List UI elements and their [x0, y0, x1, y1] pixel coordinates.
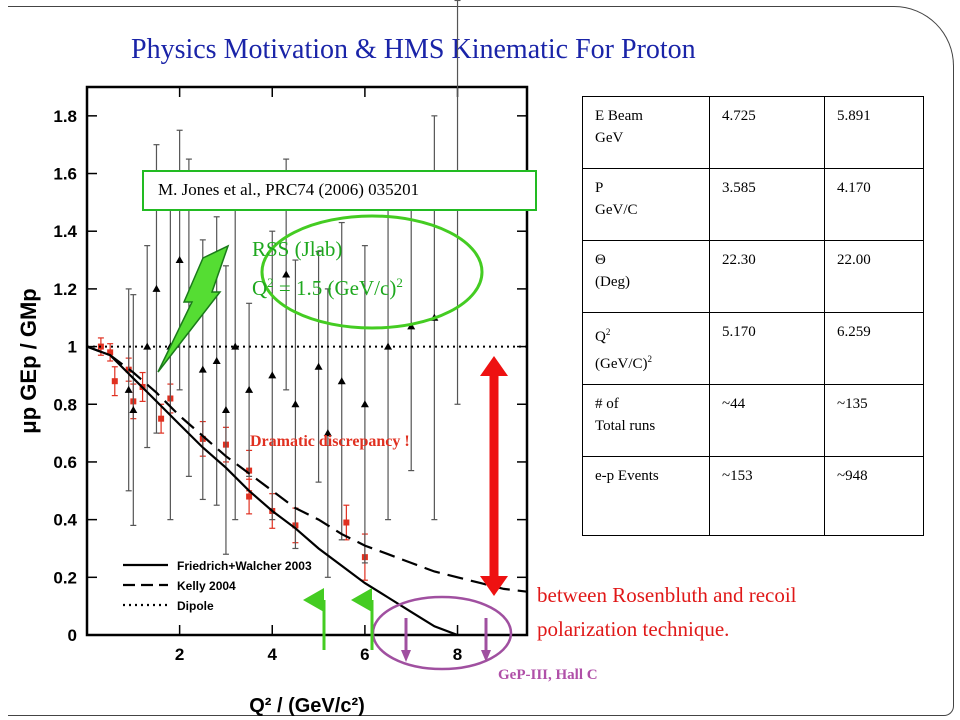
- reference-text: M. Jones et al., PRC74 (2006) 035201: [158, 180, 420, 199]
- recoil-point: [111, 378, 118, 385]
- rosenbluth-point: [337, 377, 346, 385]
- value-cell: 4.725: [709, 96, 825, 169]
- row-label: # of Total runs: [582, 384, 710, 457]
- recoil-point: [158, 415, 165, 422]
- rosenbluth-point: [282, 270, 291, 278]
- y-tick-label: 0.2: [53, 568, 77, 587]
- y-tick-label: 1.8: [53, 107, 77, 126]
- rosenbluth-point: [291, 400, 300, 408]
- gep-label: GeP-III, Hall C: [498, 667, 598, 683]
- table-row: Θ (Deg) 22.30 22.00: [582, 240, 924, 313]
- row-label: E Beam GeV: [582, 96, 710, 169]
- rosenbluth-point: [245, 385, 254, 393]
- row-label: P GeV/C: [582, 168, 710, 241]
- discrepancy-explanation: between Rosenbluth and recoil polarizati…: [537, 578, 797, 646]
- table-row: P GeV/C 3.585 4.170: [582, 168, 924, 241]
- curve-friedrich-walcher-2003: [86, 345, 458, 637]
- y-tick-label: 0.8: [53, 395, 77, 414]
- slide-frame: [8, 6, 954, 716]
- red-arrowhead-up: [480, 356, 508, 376]
- page-title: Physics Motivation & HMS Kinematic For P…: [131, 34, 696, 65]
- row-label: Q2 (GeV/C)2: [582, 312, 710, 385]
- table-row: e-p Events ~153 ~948: [582, 456, 924, 536]
- gep-ellipse: [371, 595, 513, 671]
- kinematics-table: E Beam GeV 4.725 5.891 P GeV/C 3.585 4.170…: [582, 96, 924, 536]
- reference-box: M. Jones et al., PRC74 (2006) 035201: [142, 170, 537, 211]
- value-cell: 22.30: [709, 240, 825, 313]
- plot-frame: [85, 85, 529, 637]
- row-label: e-p Events: [582, 456, 710, 536]
- curve-kelly-2004: [86, 345, 528, 593]
- table-row: # of Total runs ~44 ~135: [582, 384, 924, 457]
- y-tick-label: 0.4: [53, 511, 77, 530]
- discrepancy-label: Dramatic discrepancy !: [250, 433, 410, 450]
- rosenbluth-point: [152, 284, 161, 292]
- value-cell: 6.259: [824, 312, 924, 385]
- value-cell: 4.170: [824, 168, 924, 241]
- value-cell: 5.891: [824, 96, 924, 169]
- rss-annotation: RSS (Jlab) Q2 = 1.5 (GeV/c)2: [252, 232, 403, 305]
- rosenbluth-point: [268, 371, 277, 379]
- explanation-line1: between Rosenbluth and recoil: [537, 583, 797, 607]
- value-cell: ~948: [824, 456, 924, 536]
- y-tick-label: 1.6: [53, 165, 77, 184]
- y-tick-label: 0.6: [53, 453, 77, 472]
- value-cell: ~135: [824, 384, 924, 457]
- y-tick-label: 1.2: [53, 280, 77, 299]
- row-label: Θ (Deg): [582, 240, 710, 313]
- rosenbluth-point: [129, 406, 138, 414]
- legend-label: Dipole: [177, 599, 214, 613]
- y-tick-label: 1: [68, 338, 77, 357]
- rosenbluth-point: [175, 256, 184, 264]
- purple-arrowhead: [481, 650, 491, 662]
- recoil-point: [246, 493, 253, 500]
- table-row: Q2 (GeV/C)2 5.170 6.259: [582, 312, 924, 385]
- rss-line2: Q2 = 1.5 (GeV/c)2: [252, 275, 403, 300]
- purple-arrowhead: [401, 650, 411, 662]
- y-axis-label: μp GEp / GMp: [16, 288, 41, 433]
- explanation-line2: polarization technique.: [537, 617, 730, 641]
- rosenbluth-point: [231, 342, 240, 350]
- x-tick-label: 6: [360, 645, 369, 664]
- legend-label: Kelly 2004: [177, 579, 236, 593]
- rosenbluth-point: [124, 385, 133, 393]
- rosenbluth-point: [314, 362, 323, 370]
- x-tick-label: 8: [453, 645, 462, 664]
- recoil-point: [343, 519, 350, 526]
- y-tick-label: 0: [68, 626, 77, 645]
- value-cell: ~44: [709, 384, 825, 457]
- value-cell: 3.585: [709, 168, 825, 241]
- recoil-point: [107, 349, 114, 356]
- ratio-chart: 0 0.2 0.4 0.6 0.8 1 1.2 1.4 1.6 1.8 2 4 6 8 Q² / (GeV/…: [16, 0, 529, 717]
- x-axis-label: Q² / (GeV/c²): [249, 695, 365, 717]
- rss-ellipse: [260, 214, 484, 330]
- value-cell: 5.170: [709, 312, 825, 385]
- value-cell: 22.00: [824, 240, 924, 313]
- red-arrowhead-down: [480, 576, 508, 596]
- rosenbluth-point: [221, 406, 230, 414]
- rosenbluth-point: [212, 357, 221, 364]
- y-tick-label: 1.4: [53, 222, 77, 241]
- rosenbluth-point: [198, 365, 207, 373]
- value-cell: ~153: [709, 456, 825, 536]
- lightning-icon: [157, 244, 230, 373]
- x-tick-label: 2: [175, 645, 184, 664]
- x-tick-label: 4: [268, 645, 278, 664]
- legend-label: Friedrich+Walcher 2003: [177, 559, 312, 573]
- rosenbluth-point: [360, 400, 369, 408]
- rosenbluth-point: [323, 429, 332, 437]
- table-row: E Beam GeV 4.725 5.891: [582, 96, 924, 169]
- rss-line1: RSS (Jlab): [252, 237, 343, 261]
